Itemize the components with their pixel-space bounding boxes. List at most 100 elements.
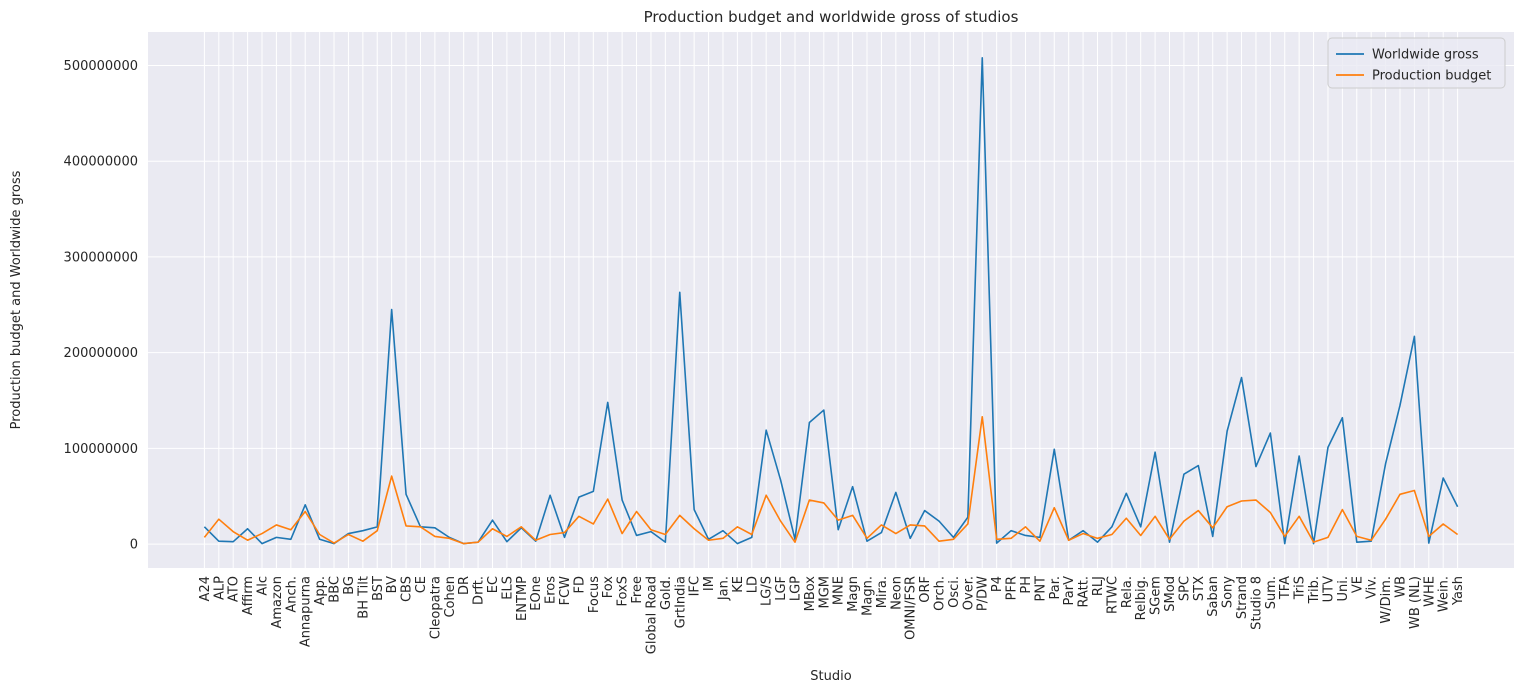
y-tick-label: 500000000 [64, 59, 138, 74]
x-tick-label: P4 [990, 576, 1005, 592]
x-axis-ticks: A24 ALP ATO Affirm Alc Amazon Anch. Annapurna Ap… [198, 576, 1466, 655]
x-tick-label: FoxS [616, 576, 631, 607]
x-tick-label: RTWC [1105, 576, 1120, 614]
x-tick-label: PNT [1033, 576, 1048, 602]
x-tick-label: Wein. [1437, 576, 1452, 612]
x-tick-label: EOne [529, 576, 544, 611]
x-tick-label: BH Tilt [356, 576, 371, 619]
x-tick-label: ALP [212, 576, 227, 600]
y-tick-label: 400000000 [64, 155, 138, 170]
x-tick-label: SMod [1163, 576, 1178, 612]
x-tick-label: TriS [1293, 576, 1308, 600]
x-tick-label: FCW [558, 576, 573, 606]
y-tick-label: 300000000 [64, 250, 138, 265]
x-tick-label: Viv. [1365, 576, 1380, 599]
x-tick-label: SGem [1149, 576, 1164, 615]
x-tick-label: ORF [918, 576, 933, 603]
x-tick-label: KE [731, 576, 746, 593]
x-tick-label: Studio 8 [1249, 576, 1264, 630]
x-tick-label: Rela. [1120, 576, 1135, 608]
x-tick-label: A24 [198, 576, 213, 601]
x-tick-label: ENTMP [515, 576, 530, 621]
x-tick-label: Trib. [1307, 576, 1322, 604]
x-tick-label: Mira. [875, 576, 890, 608]
x-tick-label: Gold. [659, 576, 674, 610]
x-tick-label: Neon [889, 576, 904, 610]
legend: Worldwide gross Production budget [1327, 37, 1506, 89]
x-tick-label: Cleopatra [428, 576, 443, 639]
x-tick-label: Uni. [1336, 576, 1351, 602]
x-tick-label: W/Dim. [1379, 576, 1394, 624]
x-tick-label: WB [1393, 576, 1408, 598]
x-tick-label: UTV [1321, 576, 1336, 602]
x-tick-label: MGM [817, 576, 832, 609]
x-tick-label: STX [1192, 576, 1207, 601]
x-tick-label: GrtIndia [673, 576, 688, 628]
x-tick-label: TFA [1278, 576, 1293, 600]
x-tick-label: Relbig. [1134, 576, 1149, 620]
x-tick-label: WHE [1422, 576, 1437, 607]
x-tick-label: ATO [227, 576, 242, 602]
grid [148, 32, 1514, 568]
x-tick-label: IM [702, 576, 717, 591]
x-tick-label: BBC [328, 576, 343, 603]
y-tick-label: 0 [130, 538, 138, 553]
x-tick-label: LGF [774, 576, 789, 601]
x-tick-label: Alc [256, 576, 271, 596]
legend-label: Production budget [1372, 69, 1491, 84]
x-tick-label: OMNI/FSR [904, 576, 919, 640]
legend-label: Worldwide gross [1372, 48, 1479, 63]
x-tick-label: BG [342, 576, 357, 595]
x-tick-label: CE [414, 576, 429, 593]
x-tick-label: P/DW [976, 576, 991, 611]
x-tick-label: CBS [400, 576, 415, 602]
x-tick-label: EC [486, 576, 501, 593]
x-tick-label: Saban [1206, 576, 1221, 617]
x-tick-label: IFC [688, 576, 703, 596]
x-tick-label: Cohen [443, 576, 458, 618]
x-tick-label: BV [385, 576, 400, 594]
x-tick-label: MNE [832, 576, 847, 605]
x-tick-label: Focus [587, 576, 602, 613]
x-tick-label: Magn [846, 576, 861, 612]
plot-area [148, 32, 1514, 568]
x-tick-label: Over. [961, 576, 976, 610]
x-tick-label: Anch. [284, 576, 299, 613]
y-axis-label: Production budget and Worldwide gross [9, 170, 24, 429]
x-tick-label: Affirm [241, 576, 256, 615]
x-tick-label: PFR [1005, 576, 1020, 600]
x-tick-label: Osci. [947, 576, 962, 608]
x-tick-label: RLJ [1091, 576, 1106, 596]
x-tick-label: DR [457, 576, 472, 595]
x-tick-label: LG/S [760, 576, 775, 606]
x-axis-label: Studio [810, 669, 851, 684]
series-lines [203, 57, 1459, 545]
x-tick-label: RAtt. [1077, 576, 1092, 608]
x-tick-label: ELS [500, 576, 515, 600]
x-tick-label: Orch. [933, 576, 948, 611]
x-tick-label: MBox [803, 576, 818, 612]
x-tick-label: BST [371, 576, 386, 601]
series-line [203, 57, 1459, 545]
x-tick-label: LGP [788, 576, 803, 601]
x-tick-label: Global Road [644, 576, 659, 654]
x-tick-label: Amazon [270, 576, 285, 629]
y-tick-label: 100000000 [64, 442, 138, 457]
x-tick-label: PH [1019, 576, 1034, 594]
x-tick-label: Drft. [472, 576, 487, 605]
chart-title: Production budget and worldwide gross of… [644, 8, 1019, 26]
x-tick-label: LD [745, 576, 760, 593]
x-tick-label: Par. [1048, 576, 1063, 600]
x-tick-label: Fox [601, 576, 616, 599]
series-line [203, 415, 1459, 545]
x-tick-label: VE [1350, 576, 1365, 593]
x-tick-label: SPC [1177, 576, 1192, 601]
x-tick-label: FD [572, 576, 587, 594]
x-tick-label: Sony [1221, 576, 1236, 608]
x-tick-label: Sum. [1264, 576, 1279, 609]
x-tick-label: Magn. [861, 576, 876, 616]
legend-box [1327, 37, 1506, 89]
x-tick-label: Yash [1451, 576, 1466, 606]
